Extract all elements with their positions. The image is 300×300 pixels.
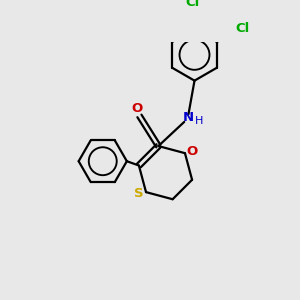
Text: O: O [186, 145, 197, 158]
Text: O: O [131, 102, 142, 115]
Text: H: H [195, 116, 203, 126]
Text: N: N [183, 111, 194, 124]
Text: S: S [134, 187, 144, 200]
Text: Cl: Cl [236, 22, 250, 35]
Text: Cl: Cl [186, 0, 200, 9]
